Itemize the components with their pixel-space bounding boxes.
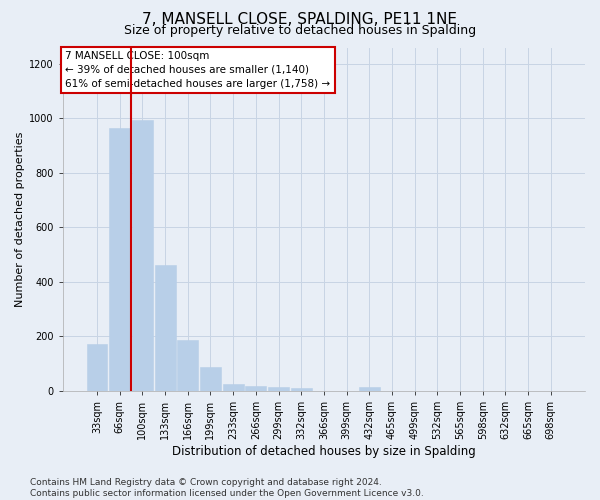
Bar (86, 344, 107, 391)
Bar (155, 266, 176, 390)
Bar (109, 128, 130, 390)
Bar (223, 384, 244, 390)
Text: Contains HM Land Registry data © Crown copyright and database right 2024.
Contai: Contains HM Land Registry data © Crown c… (30, 478, 424, 498)
Text: 7, MANSELL CLOSE, SPALDING, PE11 1NE: 7, MANSELL CLOSE, SPALDING, PE11 1NE (143, 12, 458, 28)
Bar (200, 368, 221, 390)
Y-axis label: Number of detached properties: Number of detached properties (15, 132, 25, 306)
X-axis label: Distribution of detached houses by size in Spalding: Distribution of detached houses by size … (172, 444, 476, 458)
Text: Size of property relative to detached houses in Spalding: Size of property relative to detached ho… (124, 24, 476, 37)
Bar (178, 340, 198, 390)
Bar (268, 388, 289, 390)
Bar (291, 388, 311, 390)
Bar (132, 120, 153, 390)
Text: 7 MANSELL CLOSE: 100sqm
← 39% of detached houses are smaller (1,140)
61% of semi: 7 MANSELL CLOSE: 100sqm ← 39% of detache… (65, 51, 331, 89)
Bar (245, 386, 266, 390)
Bar (359, 388, 380, 390)
